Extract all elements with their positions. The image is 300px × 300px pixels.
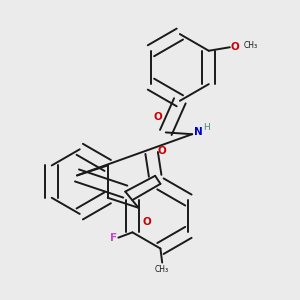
Text: N: N: [194, 128, 202, 137]
Text: O: O: [154, 112, 162, 122]
Text: CH₃: CH₃: [155, 266, 169, 274]
Text: F: F: [110, 232, 117, 243]
Text: O: O: [230, 42, 239, 52]
Text: CH₃: CH₃: [243, 41, 257, 50]
Text: H: H: [203, 123, 210, 132]
Text: O: O: [158, 146, 167, 156]
Text: O: O: [143, 217, 152, 226]
